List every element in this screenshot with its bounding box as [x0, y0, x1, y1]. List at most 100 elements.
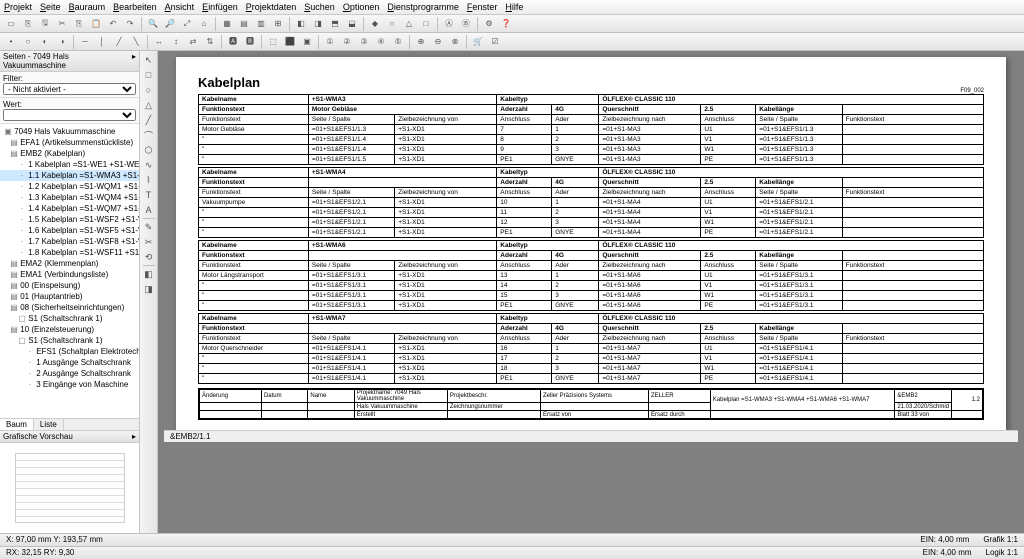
tb1-btn-26[interactable]: △	[401, 17, 417, 31]
tb2-btn-33[interactable]: ☑	[487, 35, 503, 49]
tb1-btn-15[interactable]: ▤	[236, 17, 252, 31]
tree-item[interactable]: ▢ S1 (Schaltschrank 1)	[0, 313, 139, 324]
tb1-btn-1[interactable]: ⎘	[20, 17, 36, 31]
vtool-btn-2[interactable]: ○	[142, 83, 156, 97]
tb1-btn-12[interactable]: ⌂	[196, 17, 212, 31]
tb2-btn-16[interactable]: 🅱	[242, 35, 258, 49]
tree-item[interactable]: · 1.4 Kabelplan =S1-WQM7 +S1-WQM8 +S1	[0, 203, 139, 214]
tb2-btn-10[interactable]: ↔	[151, 35, 167, 49]
vtool-btn-16[interactable]: ◧	[142, 267, 156, 281]
tb2-btn-0[interactable]: •	[3, 35, 19, 49]
tb2-btn-24[interactable]: ③	[356, 35, 372, 49]
tb1-btn-3[interactable]: ✂	[54, 17, 70, 31]
vtool-btn-4[interactable]: ╱	[142, 113, 156, 127]
vtool-btn-14[interactable]: ⟲	[142, 250, 156, 264]
menu-einfügen[interactable]: Einfügen	[202, 2, 238, 12]
tree-item[interactable]: · 1.2 Kabelplan =S1-WQM1 +S1-WQM2 +S1	[0, 181, 139, 192]
tb1-btn-21[interactable]: ⬒	[327, 17, 343, 31]
tb2-btn-7[interactable]: ╱	[111, 35, 127, 49]
vtool-btn-1[interactable]: □	[142, 68, 156, 82]
menu-suchen[interactable]: Suchen	[304, 2, 335, 12]
tb2-btn-19[interactable]: ⬛	[282, 35, 298, 49]
tb2-btn-28[interactable]: ⊕	[413, 35, 429, 49]
tb2-btn-25[interactable]: ④	[373, 35, 389, 49]
tb1-btn-5[interactable]: 📋	[88, 17, 104, 31]
tb1-btn-16[interactable]: ▥	[253, 17, 269, 31]
vtool-btn-10[interactable]: A	[142, 203, 156, 217]
tree-item[interactable]: · 2 Ausgänge Schaltschrank	[0, 368, 139, 379]
tree-item[interactable]: ▤ 10 (Einzelsteuerung)	[0, 324, 139, 335]
tree-item[interactable]: · EFS1 (Schaltplan Elektrotechnik vorn	[0, 346, 139, 357]
tb2-btn-29[interactable]: ⊖	[430, 35, 446, 49]
tb1-btn-25[interactable]: ○	[384, 17, 400, 31]
tb2-btn-5[interactable]: ─	[77, 35, 93, 49]
vtool-btn-3[interactable]: △	[142, 98, 156, 112]
vtool-btn-12[interactable]: ✎	[142, 220, 156, 234]
preview-thumbnail[interactable]	[15, 453, 125, 523]
tb1-btn-32[interactable]: ⚙	[481, 17, 497, 31]
vtool-btn-5[interactable]: ⌒	[142, 128, 156, 142]
tree-item[interactable]: ▣ 7049 Hals Vakuummaschine	[0, 126, 139, 137]
tb1-btn-2[interactable]: 🖫	[37, 17, 53, 31]
tb2-btn-2[interactable]: ◐	[37, 35, 53, 49]
panel-pin-icon[interactable]: ▸	[132, 52, 136, 70]
menu-bearbeiten[interactable]: Bearbeiten	[113, 2, 157, 12]
tb1-btn-6[interactable]: ↶	[105, 17, 121, 31]
filter-select[interactable]: - Nicht aktiviert -	[3, 83, 136, 95]
tb1-btn-17[interactable]: ⊞	[270, 17, 286, 31]
tb1-btn-27[interactable]: □	[418, 17, 434, 31]
menu-fenster[interactable]: Fenster	[467, 2, 498, 12]
vtool-btn-13[interactable]: ✂	[142, 235, 156, 249]
tb1-btn-33[interactable]: ❓	[498, 17, 514, 31]
vtool-btn-17[interactable]: ◨	[142, 282, 156, 296]
tb1-btn-30[interactable]: Ⓑ	[458, 17, 474, 31]
tree-item[interactable]: ▤ 01 (Hauptantrieb)	[0, 291, 139, 302]
tree-item[interactable]: ▤ 08 (Sicherheitseinrichtungen)	[0, 302, 139, 313]
tb1-btn-7[interactable]: ↷	[122, 17, 138, 31]
vtool-btn-8[interactable]: ⌇	[142, 173, 156, 187]
tree-item[interactable]: · 1 Ausgänge Schaltschrank	[0, 357, 139, 368]
tree-item[interactable]: ▢ S1 (Schaltschrank 1)	[0, 335, 139, 346]
tb1-btn-10[interactable]: 🔎	[162, 17, 178, 31]
preview-pin-icon[interactable]: ▸	[132, 432, 136, 441]
tree-item[interactable]: ▤ EMA1 (Verbindungsliste)	[0, 269, 139, 280]
tb2-btn-15[interactable]: 🅰	[225, 35, 241, 49]
tree-item[interactable]: · 1.3 Kabelplan =S1-WQM4 +S1-WQM5 +S1	[0, 192, 139, 203]
tb2-btn-23[interactable]: ②	[339, 35, 355, 49]
tree-item[interactable]: · 1.7 Kabelplan =S1-WSF8 +S1-WSF9 +S1-W	[0, 236, 139, 247]
menu-bauraum[interactable]: Bauraum	[69, 2, 106, 12]
tb1-btn-0[interactable]: ▭	[3, 17, 19, 31]
tb2-btn-22[interactable]: ①	[322, 35, 338, 49]
tb2-btn-3[interactable]: ◑	[54, 35, 70, 49]
tab-liste[interactable]: Liste	[34, 419, 64, 430]
wert-select[interactable]	[3, 109, 136, 121]
tb1-btn-29[interactable]: Ⓐ	[441, 17, 457, 31]
tb2-btn-8[interactable]: ╲	[128, 35, 144, 49]
tree-item[interactable]: · 1 Kabelplan =S1-WE1 +S1-WE2 +S1-WMA	[0, 159, 139, 170]
tb2-btn-6[interactable]: │	[94, 35, 110, 49]
tab-baum[interactable]: Baum	[0, 419, 34, 430]
tree-item[interactable]: · 1.5 Kabelplan =S1-WSF2 +S1-WSF3 +S1-W	[0, 214, 139, 225]
menu-hilfe[interactable]: Hilfe	[505, 2, 523, 12]
tb1-btn-20[interactable]: ◨	[310, 17, 326, 31]
tb1-btn-9[interactable]: 🔍	[145, 17, 161, 31]
tb2-btn-26[interactable]: ⑤	[390, 35, 406, 49]
tree-item[interactable]: · 1.1 Kabelplan =S1-WMA3 +S1-WMA4 +S	[0, 170, 139, 181]
tb1-btn-24[interactable]: ◆	[367, 17, 383, 31]
vtool-btn-0[interactable]: ↖	[142, 53, 156, 67]
vtool-btn-6[interactable]: ⬡	[142, 143, 156, 157]
menu-dienstprogramme[interactable]: Dienstprogramme	[387, 2, 459, 12]
menu-ansicht[interactable]: Ansicht	[165, 2, 195, 12]
tb1-btn-19[interactable]: ◧	[293, 17, 309, 31]
menu-seite[interactable]: Seite	[40, 2, 61, 12]
tree-item[interactable]: · 1.6 Kabelplan =S1-WSF5 +S1-WSF6 +S1-W	[0, 225, 139, 236]
tree-item[interactable]: · 1.8 Kabelplan =S1-WSF11 +S1-WSF12 +S	[0, 247, 139, 258]
tree-item[interactable]: · 3 Eingänge von Maschine	[0, 379, 139, 390]
tb1-btn-4[interactable]: ⎘	[71, 17, 87, 31]
tb1-btn-22[interactable]: ⬓	[344, 17, 360, 31]
drawing-canvas[interactable]: Kabelplan F09_002 Kabelname+S1-WMA3Kabel…	[158, 51, 1024, 533]
tb2-btn-20[interactable]: ▣	[299, 35, 315, 49]
tb2-btn-13[interactable]: ⇅	[202, 35, 218, 49]
tb2-btn-11[interactable]: ↕	[168, 35, 184, 49]
tree-item[interactable]: ▤ 00 (Einspeisung)	[0, 280, 139, 291]
